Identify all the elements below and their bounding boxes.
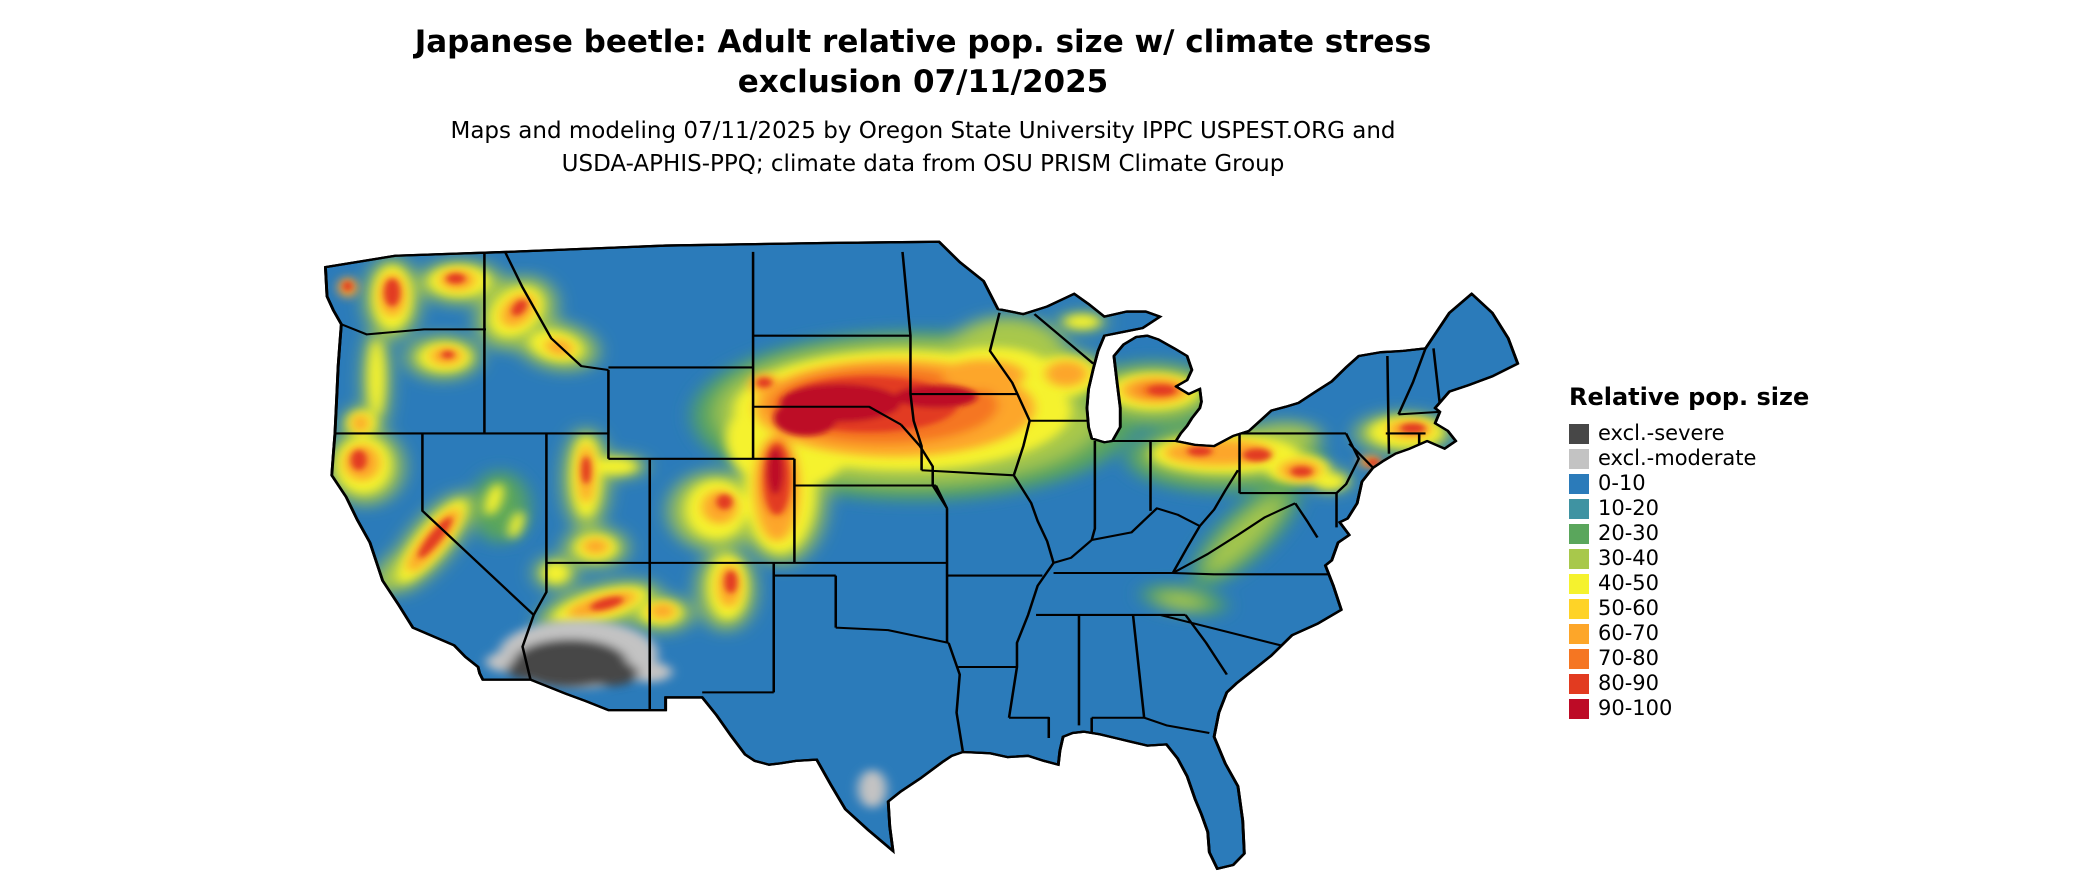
map-header: Japanese beetle: Adult relative pop. siz… xyxy=(0,22,1846,181)
legend-swatch xyxy=(1569,623,1589,644)
legend-item: 60-70 xyxy=(1569,621,1869,646)
legend-item: 90-100 xyxy=(1569,696,1869,721)
legend-label: 30-40 xyxy=(1598,546,1660,570)
legend-label: 90-100 xyxy=(1598,696,1673,720)
legend-swatch xyxy=(1569,548,1589,569)
legend-swatch xyxy=(1569,648,1589,669)
legend: Relative pop. size excl.-severe excl.-mo… xyxy=(1569,383,1869,721)
map-subtitle-line1: Maps and modeling 07/11/2025 by Oregon S… xyxy=(450,118,1396,144)
legend-label: 50-60 xyxy=(1598,596,1660,620)
legend-swatch xyxy=(1569,448,1589,469)
map-title: Japanese beetle: Adult relative pop. siz… xyxy=(0,22,1846,102)
legend-label: excl.-moderate xyxy=(1598,446,1757,470)
legend-item: 20-30 xyxy=(1569,521,1869,546)
legend-label: 70-80 xyxy=(1598,646,1660,670)
map-subtitle-line2: USDA-APHIS-PPQ; climate data from OSU PR… xyxy=(561,151,1285,177)
legend-swatch xyxy=(1569,598,1589,619)
us-map-svg xyxy=(323,240,1520,871)
legend-label: excl.-severe xyxy=(1598,421,1725,445)
legend-swatch xyxy=(1569,573,1589,594)
map-title-line1: Japanese beetle: Adult relative pop. siz… xyxy=(414,24,1432,60)
legend-swatch xyxy=(1569,698,1589,719)
legend-item: excl.-moderate xyxy=(1569,446,1869,471)
map-subtitle: Maps and modeling 07/11/2025 by Oregon S… xyxy=(0,115,1846,181)
legend-label: 20-30 xyxy=(1598,521,1660,545)
legend-label: 10-20 xyxy=(1598,496,1660,520)
exclusion-layer xyxy=(486,620,887,808)
legend-items: excl.-severe excl.-moderate 0-10 10-20 2… xyxy=(1569,421,1869,721)
legend-title: Relative pop. size xyxy=(1569,383,1810,411)
legend-swatch xyxy=(1569,523,1589,544)
state-borders xyxy=(334,251,1442,753)
legend-label: 60-70 xyxy=(1598,621,1660,645)
legend-item: 40-50 xyxy=(1569,571,1869,596)
legend-item: 80-90 xyxy=(1569,671,1869,696)
us-map xyxy=(300,224,1540,884)
us-outline xyxy=(324,240,1520,870)
map-title-line2: exclusion 07/11/2025 xyxy=(737,64,1109,100)
legend-item: 0-10 xyxy=(1569,471,1869,496)
legend-item: 50-60 xyxy=(1569,596,1869,621)
legend-item: 30-40 xyxy=(1569,546,1869,571)
legend-item: 70-80 xyxy=(1569,646,1869,671)
legend-label: 40-50 xyxy=(1598,571,1660,595)
legend-label: 0-10 xyxy=(1598,471,1646,495)
legend-label: 80-90 xyxy=(1598,671,1660,695)
legend-swatch xyxy=(1569,498,1589,519)
legend-item: excl.-severe xyxy=(1569,421,1869,446)
legend-swatch xyxy=(1569,473,1589,494)
legend-swatch xyxy=(1569,673,1589,694)
legend-item: 10-20 xyxy=(1569,496,1869,521)
legend-swatch xyxy=(1569,423,1589,444)
